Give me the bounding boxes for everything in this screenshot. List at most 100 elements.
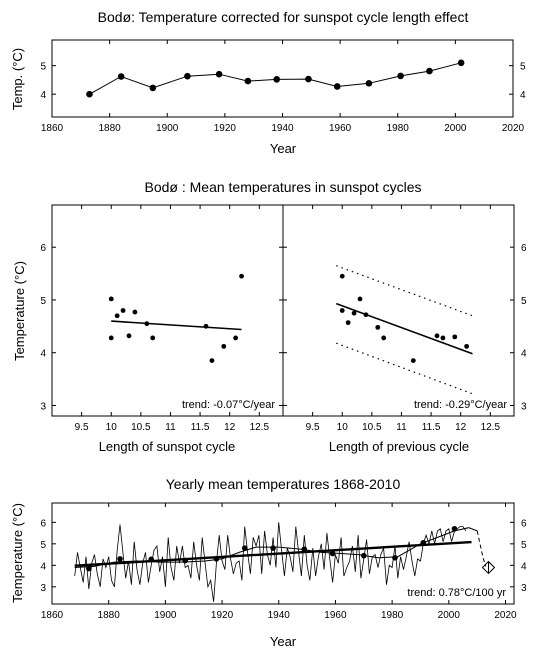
mid-right-data-point — [357, 296, 363, 302]
mid-right-data-point — [464, 343, 470, 349]
top-y-label: Temp. (°C) — [10, 48, 25, 110]
bottom-plot-frame — [51, 502, 515, 605]
top-data-point — [397, 72, 404, 80]
top-data-point — [149, 84, 157, 92]
y-tick-label-right: 3 — [521, 583, 527, 594]
y-tick-label-right: 4 — [520, 90, 526, 101]
x-tick-label: 1880 — [98, 610, 121, 621]
mid-right-data-point — [410, 358, 416, 364]
y-tick-label: 3 — [40, 401, 46, 412]
mid-left-plot-frame — [51, 204, 284, 417]
y-tick-label: 5 — [40, 540, 46, 551]
mid-left-y-ticks: 3 4 5 6 — [40, 243, 283, 412]
mid-right-data-point — [452, 334, 458, 340]
mid-right-lower-band — [336, 342, 473, 395]
x-tick-label: 2020 — [502, 123, 525, 134]
top-data-point — [333, 83, 341, 90]
y-tick-label: 5 — [40, 296, 46, 307]
mid-left-data-point — [120, 308, 126, 313]
bottom-cycle-mean-point — [241, 545, 248, 551]
bottom-cycle-mean-point — [182, 557, 189, 564]
x-tick-label: 1900 — [154, 610, 177, 621]
top-title: Bodø: Temperature corrected for sunspot … — [98, 9, 469, 25]
mid-right-upper-band — [336, 265, 473, 317]
y-tick-label-right: 4 — [521, 349, 527, 360]
x-tick-label: 1860 — [41, 610, 64, 621]
top-data-point — [184, 72, 191, 80]
bottom-projection — [476, 530, 487, 567]
x-tick-label: 12.5 — [481, 422, 501, 433]
x-tick-label: 11.5 — [422, 422, 441, 433]
x-tick-label: 9.5 — [306, 422, 320, 433]
bottom-cycle-mean-point — [392, 554, 398, 561]
mid-left-trend-line — [111, 320, 242, 331]
x-tick-label: 10 — [106, 422, 118, 433]
top-y-ticks: 4 4 5 5 — [40, 62, 526, 102]
x-tick-label: 1920 — [214, 123, 237, 134]
mid-right-data-point — [351, 310, 357, 316]
x-tick-label: 11 — [165, 422, 176, 433]
bottom-panel: Yearly mean temperatures 1868-2010 1860 1… — [10, 476, 527, 649]
bottom-trend-annotation: trend: 0.78°C/100 yr — [407, 587, 506, 599]
y-tick-label: 4 — [40, 561, 46, 572]
mid-right-x-label: Length of previous cycle — [329, 439, 469, 454]
bottom-cycle-mean-point — [329, 550, 336, 557]
mid-right-data-point — [375, 324, 381, 330]
bottom-cycle-mean-point — [213, 556, 220, 562]
x-tick-label: 12.5 — [250, 422, 270, 433]
x-tick-label: 1860 — [41, 123, 64, 134]
x-tick-label: 1940 — [268, 610, 291, 621]
bottom-cycle-mean-point — [360, 552, 367, 559]
x-tick-label: 1980 — [381, 610, 404, 621]
x-tick-label: 9.5 — [75, 422, 89, 433]
mid-left-data-point — [108, 335, 114, 341]
top-data-point — [457, 59, 465, 67]
mid-left-series — [108, 273, 244, 364]
mid-left-data-point — [126, 333, 132, 339]
y-tick-label-right: 6 — [521, 518, 527, 529]
middle-panels: Bodø : Mean temperatures in sunspot cycl… — [12, 179, 527, 454]
bottom-cycle-mean-point — [301, 546, 308, 553]
y-tick-label: 5 — [40, 62, 46, 73]
mid-right-data-point — [440, 335, 446, 341]
x-tick-label: 10.5 — [362, 422, 382, 433]
x-tick-label: 11.5 — [191, 422, 210, 433]
y-tick-label: 4 — [40, 90, 46, 101]
mid-right-plot-frame — [282, 204, 515, 417]
mid-left-data-point — [150, 335, 156, 341]
y-tick-label: 3 — [40, 583, 46, 594]
bottom-cycle-mean-point — [117, 556, 123, 562]
top-data-point — [244, 77, 252, 85]
mid-right-data-point — [381, 335, 387, 341]
top-x-label: Year — [270, 141, 297, 156]
bottom-cycle-mean-point — [451, 525, 458, 532]
mid-left-y-label: Temperature (°C) — [12, 261, 27, 361]
mid-left-data-point — [239, 273, 244, 279]
bottom-cycle-mean-point — [420, 539, 427, 546]
mid-left-data-point — [132, 309, 138, 315]
top-x-ticks: 1860 1880 1900 1920 1940 1960 1980 2000 2020 — [41, 40, 525, 134]
mid-left-data-point — [144, 321, 150, 327]
x-tick-label: 10 — [337, 422, 349, 433]
mid-left-data-point — [203, 323, 209, 329]
mid-left-x-label: Length of sunspot cycle — [99, 439, 236, 454]
mid-left-data-point — [114, 313, 120, 319]
bottom-trend-line — [74, 540, 472, 567]
mid-right-trend-line — [336, 302, 473, 355]
bottom-y-ticks: 3 3 4 4 5 5 6 6 — [40, 518, 527, 593]
y-tick-label: 6 — [40, 243, 46, 254]
x-tick-label: 2020 — [494, 610, 517, 621]
bottom-yearly-series — [74, 522, 467, 602]
mid-left-data-point — [221, 343, 227, 349]
x-tick-label: 1940 — [271, 123, 294, 134]
bottom-diamond-marker — [481, 560, 496, 575]
bottom-x-ticks: 1860 1880 1900 1920 1940 1960 1980 2000 2020 — [41, 503, 517, 621]
x-tick-label: 2000 — [444, 123, 467, 134]
mid-right-x-ticks: 9.5 10 10.5 11 11.5 12 12.5 — [306, 205, 501, 433]
top-data-point — [273, 76, 281, 83]
x-tick-label: 11 — [396, 422, 407, 433]
mid-left-data-point — [209, 358, 215, 364]
mid-right-y-ticks: 3 4 5 6 — [283, 243, 527, 412]
top-data-point — [305, 75, 312, 83]
